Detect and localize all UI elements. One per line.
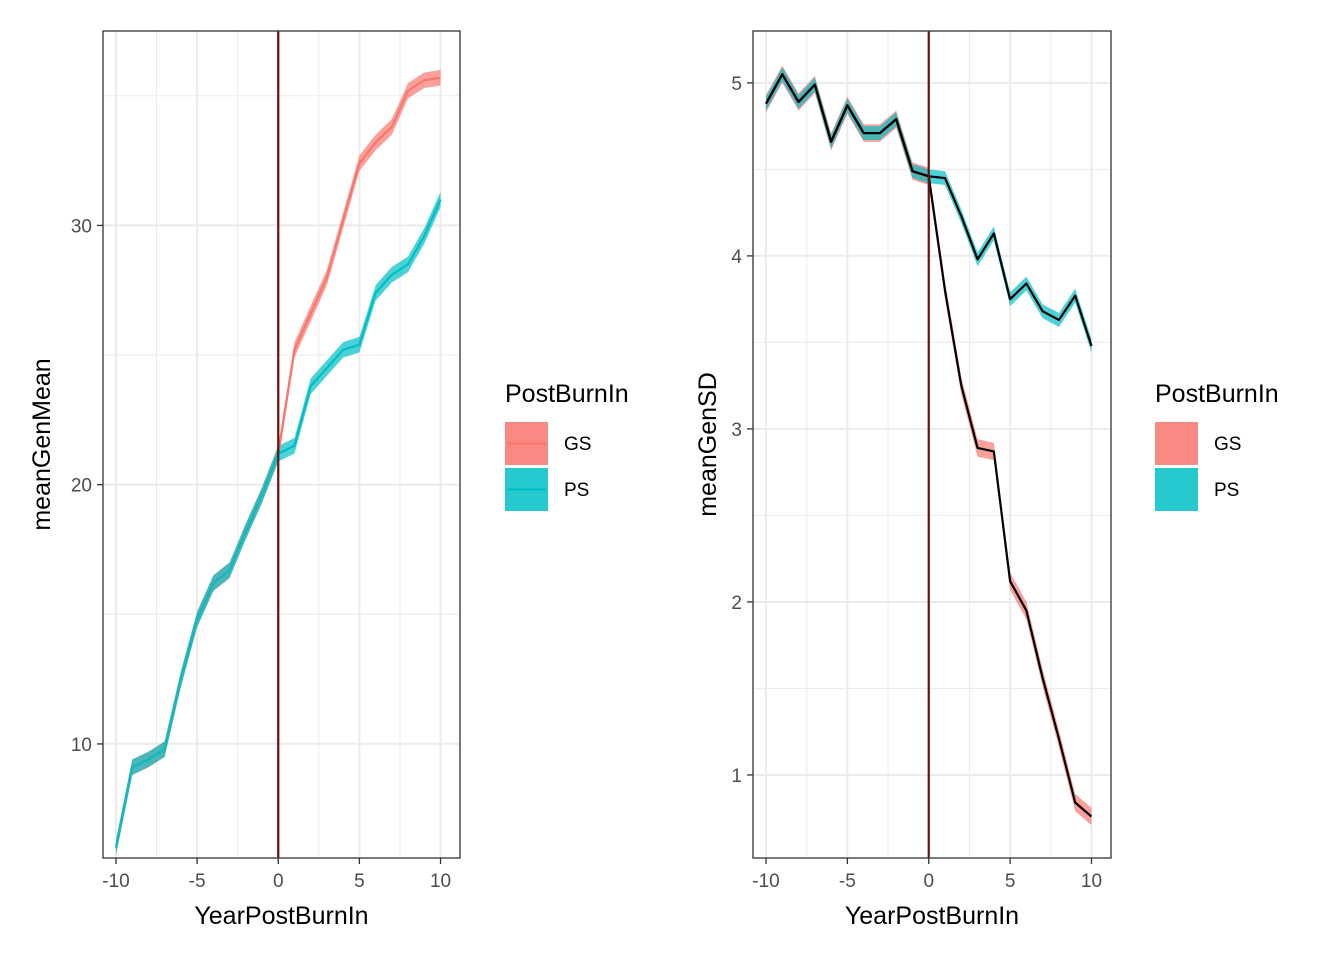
x-tick-label: 0 [923, 871, 934, 892]
x-tick-label: 5 [354, 871, 365, 892]
panel-mean-gen-sd: -10 -5 0 5 10 1 2 3 4 5 YearPostBurnIn meanGenSD Pos… [694, 30, 1279, 930]
x-tick-label: 5 [1005, 871, 1016, 892]
y-tick-label: 10 [71, 735, 92, 756]
panel-border [102, 30, 461, 859]
legend-label-gs: GS [564, 434, 591, 455]
ribbon-ps [115, 191, 441, 856]
x-axis-title: YearPostBurnIn [845, 902, 1019, 930]
x-tick-label: 10 [1081, 871, 1102, 892]
x-axis-title: YearPostBurnIn [194, 902, 368, 930]
legend-key-gs [1155, 422, 1198, 465]
y-axis-title: meanGenMean [28, 358, 56, 530]
y-tick-label: 20 [71, 476, 92, 497]
legend-title: PostBurnIn [1155, 380, 1279, 408]
x-tick-label: -5 [189, 871, 206, 892]
panel-background [753, 31, 1111, 858]
y-tick-label: 1 [731, 766, 742, 787]
legend-label-ps: PS [1214, 480, 1239, 501]
legend-title: PostBurnIn [505, 380, 629, 408]
y-tick-label: 4 [731, 247, 742, 268]
legend-key-ps [1155, 468, 1198, 511]
y-tick-label: 30 [71, 216, 92, 237]
y-tick-label: 3 [731, 420, 742, 441]
x-tick-label: -10 [102, 871, 129, 892]
y-tick-label: 2 [731, 593, 742, 614]
x-tick-label: -10 [752, 871, 779, 892]
x-tick-label: 10 [430, 871, 451, 892]
panel-mean-gen-mean: -10 -5 0 5 10 10 20 30 YearPostBurnIn meanGenMean… [28, 30, 629, 930]
x-tick-label: -5 [839, 871, 856, 892]
legend-label-ps: PS [564, 480, 589, 501]
x-tick-label: 0 [273, 871, 284, 892]
legend: PostBurnIn GS PS [1155, 380, 1279, 511]
y-tick-label: 5 [731, 74, 742, 95]
legend: PostBurnIn GS PS [505, 380, 629, 511]
panel-border [752, 30, 1112, 859]
y-axis-title: meanGenSD [694, 372, 722, 517]
legend-label-gs: GS [1214, 434, 1241, 455]
ribbon-ps [766, 67, 1092, 353]
